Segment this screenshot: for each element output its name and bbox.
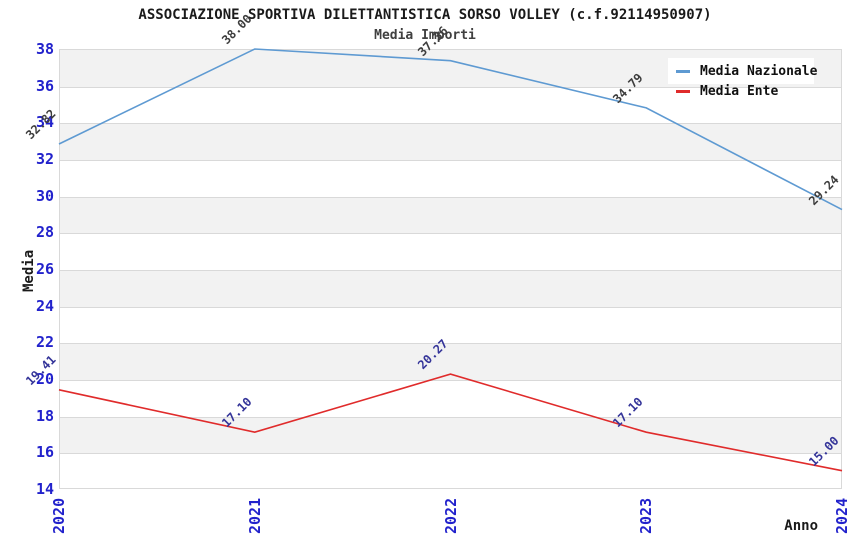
gridline [60,453,841,455]
legend-label: Media Ente [700,84,779,99]
legend-item-media-ente: Media Ente [676,85,816,99]
x-tick-label: 2021 [245,497,264,534]
y-tick-label: 24 [35,296,54,315]
legend-marker-line [676,70,690,73]
chart-title: ASSOCIAZIONE SPORTIVA DILETTANTISTICA SO… [138,7,712,23]
gray-band [60,416,841,454]
gridline [60,306,841,308]
y-tick-label: 28 [35,223,54,242]
gridline [60,416,841,418]
legend-marker-line [676,90,690,93]
gray-band [60,270,841,307]
y-tick-label: 30 [35,186,54,205]
x-tick-label: 2022 [441,497,460,534]
gridline [60,343,841,345]
gray-band [60,196,841,234]
chart-subtitle: Media Importi [374,28,476,43]
gridline [60,380,841,381]
legend-label: Media Nazionale [700,64,818,79]
y-tick-label: 16 [35,443,54,462]
y-tick-label: 26 [35,260,54,278]
x-tick-label: 2020 [50,497,68,534]
y-axis-label: Media [21,249,37,292]
legend-item-media-nazionale: Media Nazionale [676,64,818,79]
gray-band [60,123,841,160]
y-tick-label: 20 [35,370,54,388]
y-tick-label: 14 [35,480,54,498]
y-tick-label: 34 [35,113,54,132]
x-tick-label: 2023 [637,497,656,534]
gridline [60,233,841,235]
gridline [60,270,841,271]
gridline [60,196,841,198]
gray-band [60,343,841,380]
x-axis-label: Anno [784,518,818,534]
gridline [60,123,841,125]
x-tick-label: 2024 [833,497,850,534]
y-tick-label: 18 [35,406,54,425]
y-tick-label: 36 [35,76,54,95]
y-tick-label: 22 [35,333,54,352]
gridline [60,160,841,161]
plot-area [59,49,842,489]
y-tick-label: 38 [35,40,54,58]
y-tick-label: 32 [35,150,54,168]
